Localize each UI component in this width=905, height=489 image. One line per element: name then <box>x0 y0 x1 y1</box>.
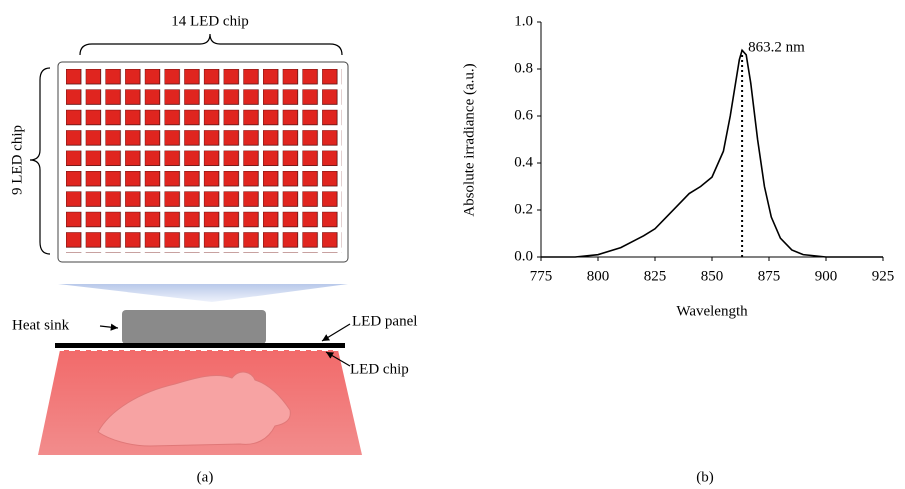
led-panel <box>55 343 345 348</box>
peak-label: 863.2 nm <box>748 40 805 56</box>
rows-label: 9 LED chip <box>9 125 25 195</box>
x-tick-label: 875 <box>758 268 781 284</box>
x-tick-label: 925 <box>872 268 895 284</box>
heat-sink-label: Heat sink <box>12 317 70 333</box>
row-brace <box>30 68 50 254</box>
x-tick-label: 775 <box>530 268 553 284</box>
panel-label: (b) <box>696 469 714 485</box>
figure: 14 LED chip 9 LED chip Heat sink LED pan… <box>0 0 905 489</box>
x-tick-label: 900 <box>815 268 838 284</box>
y-tick-label: 0.2 <box>514 201 533 217</box>
spectrum-line <box>541 50 883 257</box>
x-axis-label: Wavelength <box>676 303 748 319</box>
x-tick-label: 850 <box>701 268 724 284</box>
column-brace <box>80 34 342 55</box>
y-tick-label: 1.0 <box>514 13 533 29</box>
heat-sink <box>122 310 266 344</box>
y-tick-label: 0.0 <box>514 248 533 264</box>
led-panel-arrow <box>322 324 350 341</box>
y-tick-label: 0.4 <box>514 154 533 170</box>
heat-sink-arrow <box>100 326 118 328</box>
led-diagram: 14 LED chip 9 LED chip Heat sink LED pan… <box>9 13 417 485</box>
x-tick-label: 800 <box>587 268 610 284</box>
led-chips <box>66 69 342 253</box>
beam-arrow <box>58 284 348 302</box>
y-axis-label: Absolute irradiance (a.u.) <box>461 63 477 216</box>
spectrum-chart: (b) Wavelength Absolute irradiance (a.u.… <box>461 13 894 485</box>
led-chip-label: LED chip <box>350 361 409 377</box>
y-tick-label: 0.8 <box>514 60 533 76</box>
y-tick-label: 0.6 <box>514 107 533 123</box>
page: 14 LED chip 9 LED chip Heat sink LED pan… <box>0 0 905 489</box>
panel-label: (a) <box>197 469 214 485</box>
columns-label: 14 LED chip <box>171 13 248 29</box>
led-panel-label: LED panel <box>352 313 417 329</box>
x-tick-label: 825 <box>644 268 667 284</box>
